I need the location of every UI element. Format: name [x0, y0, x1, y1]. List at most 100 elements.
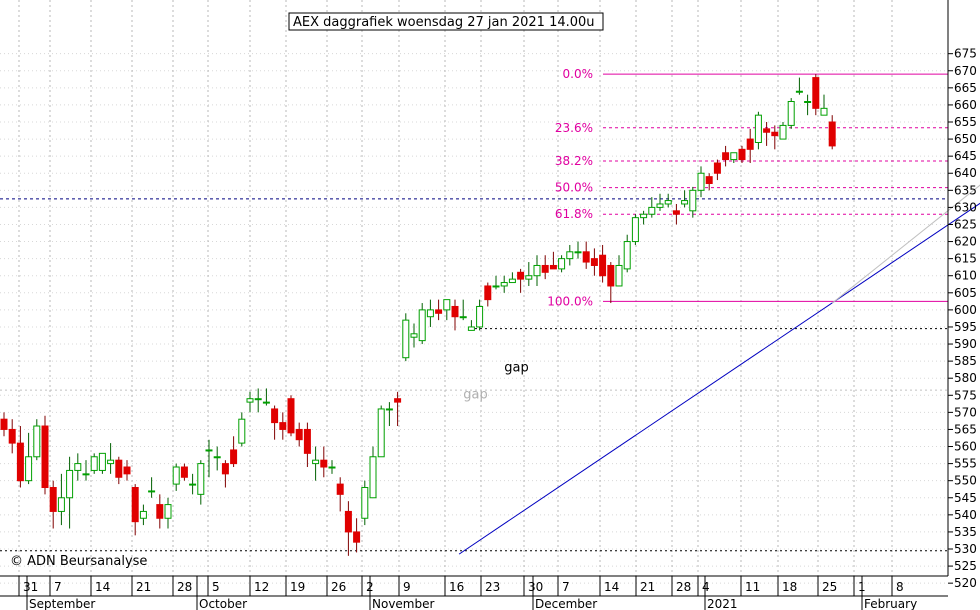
- x-day-label: 16: [449, 580, 464, 594]
- candle-body-up: [664, 200, 672, 205]
- candle-body-up: [500, 282, 508, 287]
- candle-body-up: [697, 172, 705, 191]
- candle-body-up: [66, 469, 74, 499]
- y-tick-label: 675: [954, 47, 977, 61]
- candle-body-up: [492, 285, 500, 288]
- candle-body-up: [90, 456, 98, 471]
- candle-body-down: [517, 271, 525, 280]
- fib-level-label: 23.6%: [555, 121, 593, 135]
- x-day-label: 19: [290, 580, 305, 594]
- chart-title-box: [288, 12, 604, 31]
- y-tick-label: 555: [954, 457, 977, 471]
- candle-body-up: [795, 90, 803, 93]
- candle-body-down: [746, 138, 754, 150]
- candle-body-down: [8, 428, 16, 444]
- x-day-label: 14: [95, 580, 110, 594]
- y-tick-label: 650: [954, 132, 977, 146]
- candle-body-up: [574, 251, 582, 254]
- candle-body-down: [599, 254, 607, 277]
- x-day-label: 28: [676, 580, 691, 594]
- x-month-label: October: [199, 597, 247, 610]
- candle-body-up: [33, 425, 41, 458]
- candle-body-down: [221, 463, 229, 475]
- candle-body-up: [648, 206, 656, 215]
- x-day-label: 23: [485, 580, 500, 594]
- candle-body-down: [115, 459, 123, 478]
- x-day-label: 12: [254, 580, 269, 594]
- y-tick-label: 655: [954, 115, 977, 129]
- candle-body-down: [41, 425, 49, 489]
- candle-body-up: [197, 463, 205, 495]
- x-day-label: 28: [177, 580, 192, 594]
- candle-body-up: [754, 114, 762, 143]
- candle-body-up: [328, 466, 336, 469]
- candle-body-down: [230, 449, 238, 465]
- candle-body-up: [459, 316, 467, 319]
- trendline: [458, 202, 980, 555]
- y-tick-label: 540: [954, 508, 977, 522]
- candle-body-up: [205, 449, 213, 452]
- candle-body-down: [549, 264, 557, 270]
- y-tick-label: 535: [954, 525, 977, 539]
- candle-body-up: [262, 401, 270, 404]
- candle-body-down: [156, 504, 164, 519]
- candles-layer: [0, 74, 836, 556]
- x-day-label: 18: [782, 580, 797, 594]
- fib-level-label: 50.0%: [555, 181, 593, 195]
- candle-body-up: [312, 459, 320, 465]
- candle-body-up: [213, 456, 221, 459]
- x-day-label: 26: [331, 580, 346, 594]
- y-tick-label: 545: [954, 491, 977, 505]
- trendline: [831, 184, 980, 304]
- candle-body-up: [107, 459, 115, 465]
- candle-body-up: [820, 107, 828, 116]
- x-month-label: 2021: [707, 597, 738, 610]
- fib-level-label: 61.8%: [555, 207, 593, 221]
- candle-body-up: [631, 217, 639, 243]
- x-day-label: 7: [54, 580, 62, 594]
- horizontal-lines-layer: [0, 73, 948, 552]
- candle-body-down: [771, 131, 779, 137]
- y-tick-label: 660: [954, 98, 977, 112]
- x-day-label: 30: [528, 580, 543, 594]
- x-day-label: 7: [562, 580, 570, 594]
- x-day-label: 31: [23, 580, 38, 594]
- candle-body-down: [812, 77, 820, 109]
- candle-body-up: [640, 213, 648, 219]
- candle-body-down: [180, 466, 188, 478]
- candle-body-up: [467, 326, 475, 331]
- candle-body-down: [0, 418, 8, 430]
- y-tick-label: 560: [954, 440, 977, 454]
- candle-body-up: [443, 299, 451, 311]
- trendlines-layer: [458, 184, 980, 555]
- candle-body-up: [82, 473, 90, 476]
- candle-body-up: [369, 456, 377, 499]
- candle-body-down: [435, 309, 443, 314]
- y-tick-label: 580: [954, 371, 977, 385]
- y-tick-label: 595: [954, 320, 977, 334]
- x-month-label: September: [29, 597, 95, 610]
- candle-body-up: [148, 490, 156, 493]
- gap-annotation: gap: [504, 360, 528, 375]
- candle-body-up: [385, 408, 393, 411]
- candle-body-up: [558, 258, 566, 270]
- candle-body-down: [303, 428, 311, 454]
- candle-body-up: [402, 319, 410, 359]
- candle-body-up: [377, 408, 385, 458]
- candle-body-down: [344, 510, 352, 533]
- candle-body-down: [131, 487, 139, 523]
- x-day-label: 14: [604, 580, 619, 594]
- candle-body-up: [139, 510, 147, 519]
- fib-level-label: 100.0%: [547, 294, 593, 308]
- chart-title: AEX daggrafiek woensdag 27 jan 2021 14.0…: [293, 15, 595, 30]
- candle-body-up: [57, 497, 65, 512]
- text-layer: AEX daggrafiek woensdag 27 jan 2021 14.0…: [10, 12, 604, 569]
- y-tick-label: 620: [954, 235, 977, 249]
- candle-body-up: [508, 278, 516, 284]
- candle-body-down: [722, 152, 730, 161]
- candle-body-up: [689, 189, 697, 212]
- y-tick-label: 665: [954, 81, 977, 95]
- candle-body-up: [361, 487, 369, 519]
